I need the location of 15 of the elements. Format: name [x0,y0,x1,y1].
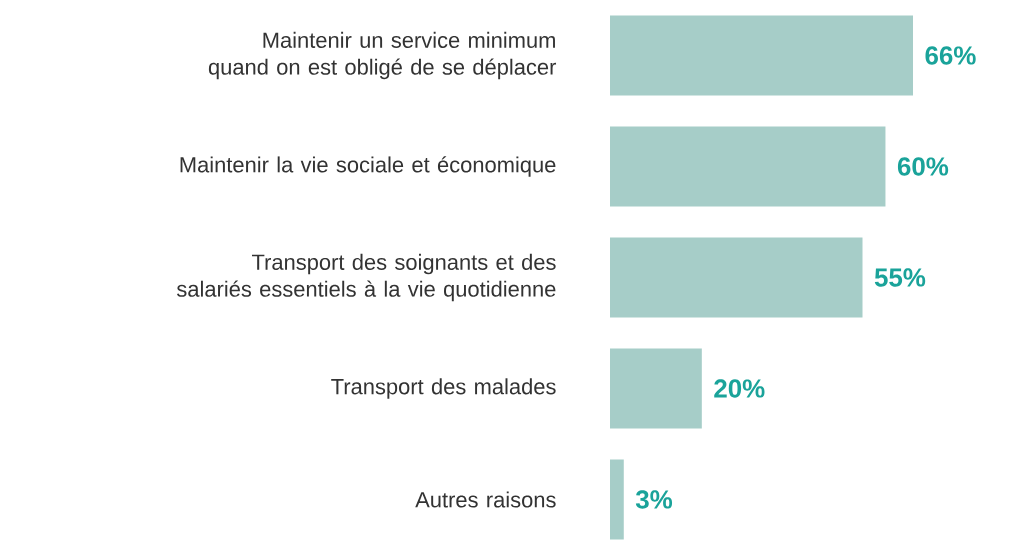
y-tick-label: Transport des soignants et des salariés essentiels à la vie quotidienne [176,253,556,302]
y-tick-label: Transport des malades [331,378,556,399]
data-label: 66% [925,46,976,65]
bar [610,237,863,318]
data-label: 20% [714,379,765,398]
y-tick-label: Maintenir la vie sociale et économique [180,156,556,177]
bar [610,126,886,207]
y-tick-label: Autres raisons [415,491,556,508]
y-tick-label: Maintenir un service minimum quand on est obligé de se déplacer [208,31,557,80]
bar [610,15,913,96]
data-label: 60% [897,157,949,176]
data-label: 55% [874,268,926,287]
bar [610,459,624,540]
data-label: 3% [635,490,673,509]
bar [610,348,702,429]
